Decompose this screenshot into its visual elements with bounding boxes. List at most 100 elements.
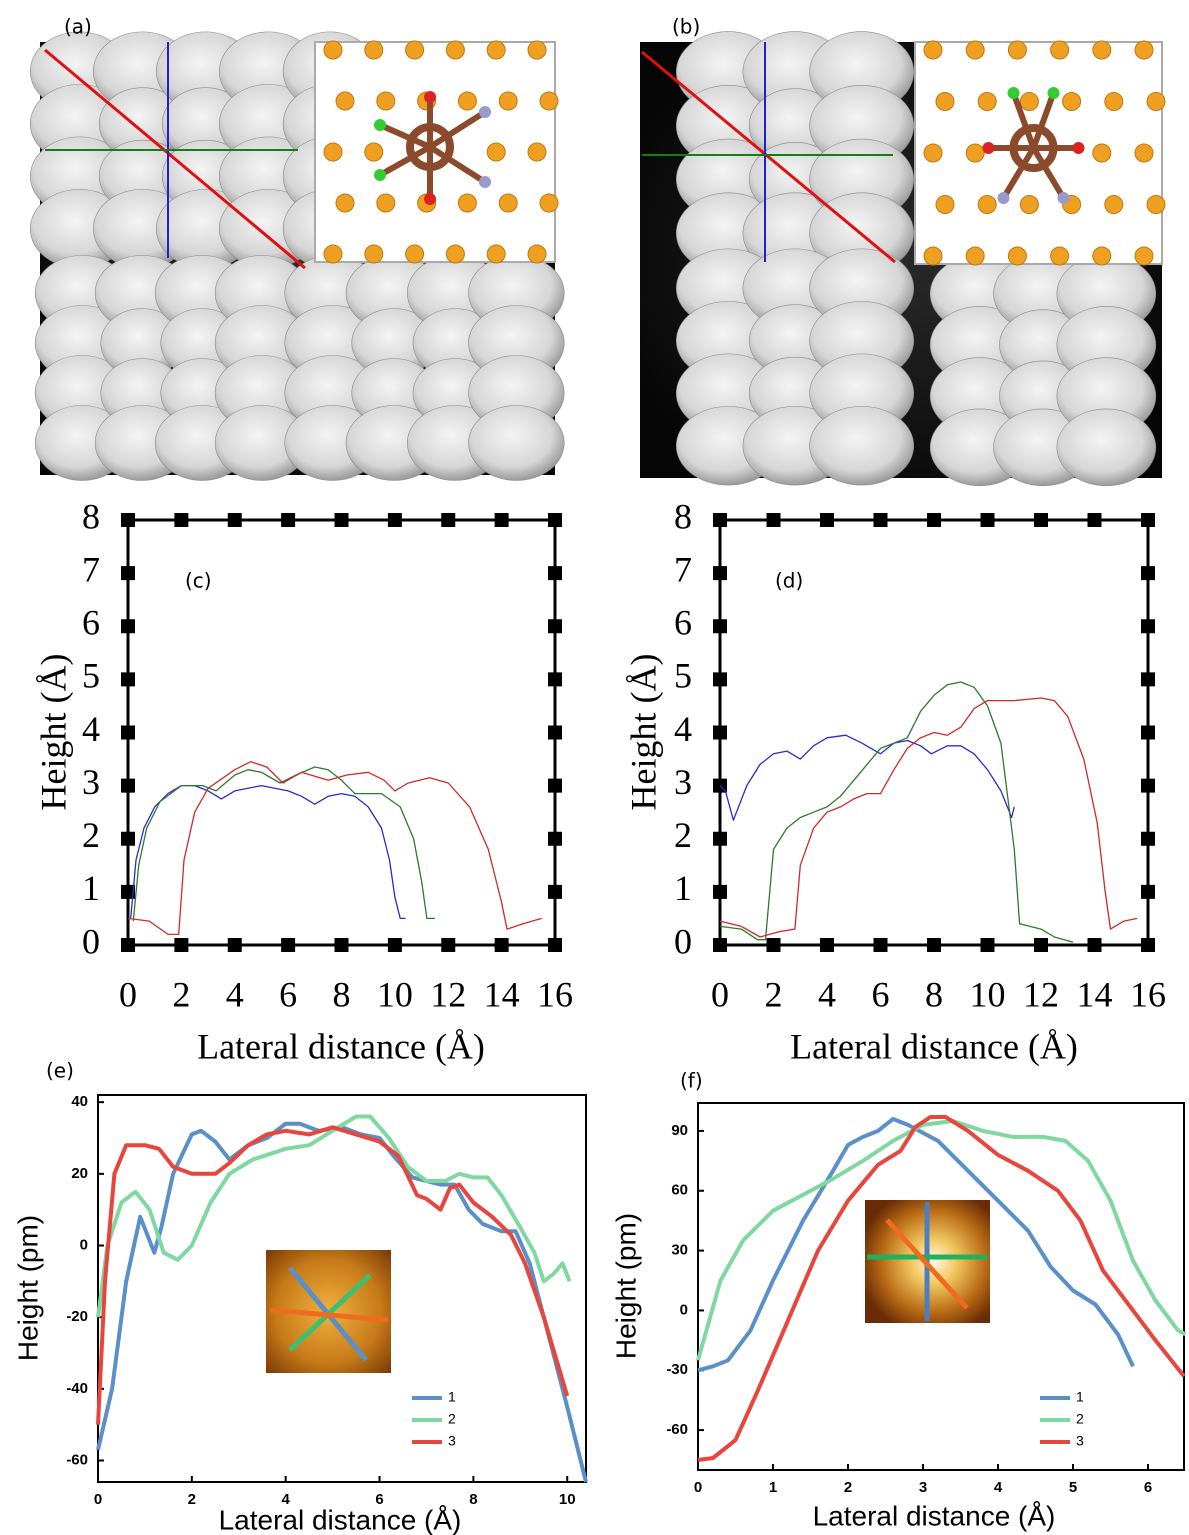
y-tick-label: 30 — [671, 1242, 688, 1259]
y-tick-label: 0 — [674, 921, 692, 961]
atom — [997, 192, 1010, 204]
atom — [527, 40, 547, 60]
x-tick-label: 10 — [559, 1491, 576, 1508]
tick-mark — [548, 938, 562, 952]
tick-mark — [713, 831, 727, 846]
y-axis-title: Height (pm) — [12, 1215, 43, 1361]
x-tick-label: 4 — [282, 1491, 291, 1508]
y-tick-label: 6 — [82, 603, 100, 643]
legend-label: 1 — [1076, 1389, 1084, 1405]
atom — [527, 142, 547, 162]
x-tick-label: 3 — [919, 1479, 927, 1496]
atom — [965, 40, 985, 60]
tick-mark — [121, 619, 135, 634]
atom — [527, 244, 547, 264]
tick-mark — [713, 884, 727, 899]
tick-mark — [548, 831, 562, 846]
data-line — [132, 766, 435, 922]
atom — [977, 195, 997, 214]
x-tick-label: 0 — [694, 1479, 702, 1496]
legend-label: 2 — [1076, 1411, 1084, 1427]
y-tick-label: 0 — [80, 1236, 88, 1253]
x-tick-label: 16 — [537, 974, 573, 1014]
tick-mark — [766, 938, 781, 952]
y-tick-label: 0 — [680, 1301, 688, 1318]
panel-label: (d) — [775, 569, 803, 593]
tick-mark — [927, 938, 941, 952]
legend-label: 3 — [1076, 1433, 1084, 1449]
x-tick-label: 12 — [1023, 974, 1059, 1014]
atom — [479, 106, 491, 118]
atom — [1134, 246, 1154, 266]
x-tick-label: 2 — [188, 1491, 196, 1508]
atom — [335, 193, 355, 213]
atom — [1019, 92, 1039, 111]
y-tick-label: 5 — [674, 656, 692, 696]
x-axis-title: Lateral distance (Å) — [219, 1504, 462, 1535]
atom — [1057, 192, 1070, 204]
atom — [364, 142, 384, 162]
tick-mark — [766, 513, 781, 527]
atom — [1007, 246, 1027, 266]
x-tick-label: 2 — [172, 974, 190, 1014]
atom — [498, 91, 518, 111]
tick-mark — [1141, 938, 1155, 952]
x-axis-title: Lateral distance (Å) — [197, 1026, 485, 1066]
tick-mark — [121, 566, 135, 581]
atom — [323, 40, 343, 60]
tick-mark — [121, 831, 135, 846]
y-tick-label: 5 — [82, 656, 100, 696]
tick-mark — [441, 513, 456, 527]
atom — [405, 244, 425, 264]
tick-mark — [121, 884, 135, 899]
atom — [539, 193, 559, 213]
atom — [1050, 246, 1070, 266]
tick-mark — [927, 513, 941, 527]
y-tick-label: -60 — [666, 1421, 688, 1438]
tick-mark — [1087, 513, 1102, 527]
atom — [376, 91, 396, 111]
atom — [965, 246, 985, 266]
tick-mark — [174, 513, 189, 527]
atom — [457, 91, 477, 111]
tick-mark — [1141, 831, 1155, 846]
atom — [498, 193, 518, 213]
tick-mark — [980, 938, 995, 952]
atom — [486, 142, 506, 162]
tick-mark — [387, 513, 402, 527]
panel-label: (e) — [46, 1059, 74, 1083]
tick-mark — [121, 778, 135, 793]
tick-mark — [121, 938, 135, 952]
y-tick-label: -40 — [66, 1380, 88, 1397]
atom — [424, 91, 436, 103]
y-tick-label: 40 — [71, 1093, 88, 1110]
panel-label: (f) — [680, 1069, 703, 1093]
tick-mark — [1034, 938, 1048, 952]
x-tick-label: 0 — [94, 1491, 102, 1508]
panel-label: (c) — [185, 569, 212, 593]
tick-mark — [548, 725, 562, 740]
atom — [1092, 143, 1112, 163]
atom-sphere — [809, 406, 915, 486]
tick-mark — [820, 938, 834, 952]
panel-label: (b) — [672, 15, 700, 39]
inset-line — [885, 1218, 969, 1310]
atom — [965, 143, 985, 163]
atom — [1072, 142, 1085, 154]
tick-mark — [820, 513, 834, 527]
atom — [457, 193, 477, 213]
atom — [1104, 92, 1124, 111]
tick-mark — [227, 938, 242, 952]
x-tick-label: 10 — [970, 974, 1006, 1014]
atom — [1062, 92, 1082, 111]
tick-mark — [548, 778, 562, 793]
x-tick-label: 6 — [1144, 1479, 1152, 1496]
y-tick-label: 3 — [674, 762, 692, 802]
y-tick-label: 7 — [82, 549, 100, 589]
atom — [323, 244, 343, 264]
atom — [935, 92, 955, 111]
atom — [923, 143, 943, 163]
tick-mark — [548, 884, 562, 899]
atom — [1007, 40, 1027, 60]
